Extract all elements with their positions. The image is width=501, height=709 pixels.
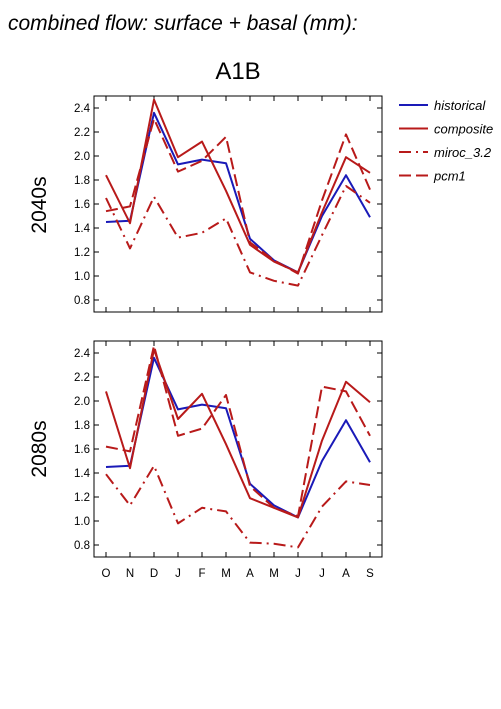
y-tick-label: 1.6 xyxy=(74,199,90,211)
panel-2080s: 2080s 0.8 1.0 1.2 1.4 1.6 1.8 2.0 2.2 2.4 O N D J F M A… xyxy=(28,340,383,580)
row-label-2080s: 2080s xyxy=(28,420,51,477)
series-line-pcm1 xyxy=(105,117,371,275)
y-tick-label: 2.0 xyxy=(74,396,90,408)
x-tick-label: N xyxy=(126,568,134,580)
x-tick-label: M xyxy=(269,568,279,580)
series-line-historical xyxy=(105,356,371,519)
series-line-miroc-3-2 xyxy=(105,185,371,287)
legend-label: miroc_3.2 xyxy=(434,145,492,160)
x-tick-label: S xyxy=(366,568,374,580)
legend-label: historical xyxy=(434,98,486,113)
y-tick-label: 1.0 xyxy=(74,271,90,283)
series-line-miroc-3-2 xyxy=(105,464,371,549)
y-tick-label: 1.0 xyxy=(74,516,90,528)
y-tick-label: 2.4 xyxy=(74,103,91,115)
x-tick-label: D xyxy=(150,568,158,580)
x-tick-label: O xyxy=(102,568,111,580)
figure-title: combined flow: surface + basal (mm): xyxy=(8,12,358,35)
scenario-title: A1B xyxy=(215,58,260,85)
y-tick-label: 1.4 xyxy=(74,223,91,235)
x-tick-label: A xyxy=(246,568,254,580)
x-tick-label: J xyxy=(319,568,325,580)
y-tick-label: 2.4 xyxy=(74,348,91,360)
y-tick-label: 1.6 xyxy=(74,444,90,456)
legend-label: pcm1 xyxy=(433,169,466,184)
x-tick-label: F xyxy=(198,568,205,580)
x-tick-label: A xyxy=(342,568,350,580)
x-tick-label: J xyxy=(175,568,181,580)
y-tick-label: 1.4 xyxy=(74,468,91,480)
x-tick-label: M xyxy=(221,568,231,580)
row-label-2040s: 2040s xyxy=(28,176,51,233)
y-tick-label: 2.2 xyxy=(74,127,90,139)
y-tick-label: 1.8 xyxy=(74,175,90,187)
y-tick-label: 0.8 xyxy=(74,540,90,552)
y-tick-label: 2.0 xyxy=(74,151,90,163)
series-line-pcm1 xyxy=(105,344,371,518)
y-tick-label: 2.2 xyxy=(74,372,90,384)
y-tick-label: 1.8 xyxy=(74,420,90,432)
legend-label: composite xyxy=(434,122,493,137)
series-line-composite xyxy=(105,348,371,519)
legend: historical composite miroc_3.2 pcm1 xyxy=(399,98,493,184)
series-line-composite xyxy=(105,98,371,274)
y-tick-label: 1.2 xyxy=(74,247,90,259)
panel-2040s: 2040s 0.8 1.0 1.2 1.4 1.6 1.8 2.0 2.2 2.4 xyxy=(28,95,383,313)
y-tick-label: 1.2 xyxy=(74,492,90,504)
y-tick-label: 0.8 xyxy=(74,295,90,307)
x-tick-label: J xyxy=(295,568,301,580)
